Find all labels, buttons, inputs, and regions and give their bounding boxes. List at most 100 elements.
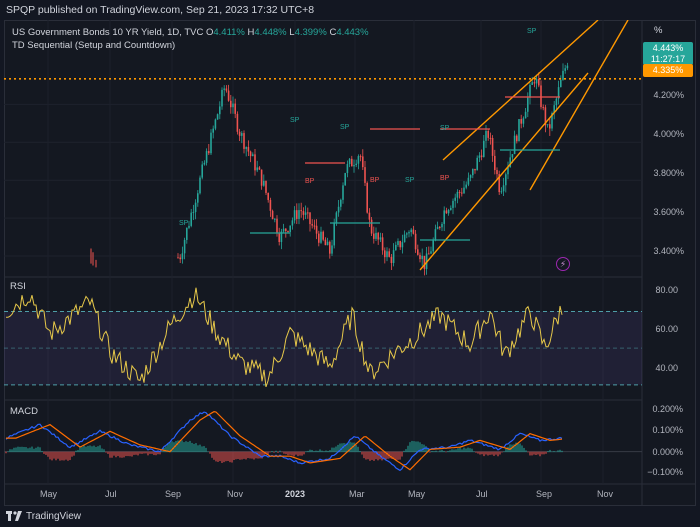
macd-histogram-bar — [67, 451, 69, 461]
macd-histogram-bar — [343, 443, 345, 453]
candle-body — [278, 233, 280, 243]
lightning-icon[interactable]: ⚡ — [556, 257, 570, 271]
candle-body — [212, 128, 214, 133]
candle-body — [254, 154, 256, 171]
candle-body — [181, 253, 184, 260]
macd-histogram-bar — [491, 451, 493, 455]
candle-body — [557, 87, 560, 99]
macd-histogram-bar — [419, 442, 421, 453]
candle-body — [436, 226, 439, 230]
macd-histogram-bar — [375, 451, 377, 460]
macd-histogram-bar — [397, 451, 399, 460]
macd-histogram-bar — [393, 451, 395, 459]
candle-body — [205, 151, 208, 163]
macd-histogram-bar — [415, 441, 417, 453]
candle-body — [564, 68, 566, 71]
candle-body — [335, 212, 338, 224]
macd-histogram-bar — [523, 447, 525, 453]
macd-histogram-bar — [79, 446, 81, 453]
rsi-line — [5, 287, 563, 388]
macd-histogram-bar — [287, 451, 289, 456]
price-tick: 4.200% — [653, 90, 684, 100]
macd-histogram-bar — [45, 451, 47, 455]
macd-histogram-bar — [401, 451, 403, 457]
candle-body — [219, 106, 221, 115]
macd-histogram-bar — [207, 451, 209, 453]
macd-histogram-bar — [489, 451, 491, 455]
candle-body — [249, 151, 252, 157]
symbol-line[interactable]: US Government Bonds 10 YR Yield, 1D, TVC — [12, 27, 204, 38]
candle-body — [487, 130, 489, 138]
macd-histogram-bar — [495, 451, 497, 455]
candle-body — [364, 167, 366, 183]
candle-body — [276, 218, 278, 234]
macd-histogram-bar — [255, 451, 257, 459]
macd-histogram-bar — [147, 451, 149, 456]
candle-body — [291, 220, 294, 226]
candle-body — [544, 107, 547, 126]
candle-body — [287, 230, 289, 233]
macd-histogram-bar — [403, 450, 405, 453]
macd-histogram-bar — [203, 446, 205, 453]
macd-histogram-bar — [133, 451, 135, 455]
indicator-label[interactable]: TD Sequential (Setup and Countdown) — [12, 40, 176, 51]
macd-histogram-bar — [509, 444, 511, 453]
candle-body — [452, 200, 454, 208]
candle-body — [271, 210, 274, 220]
macd-histogram-bar — [513, 444, 515, 453]
macd-histogram-bar — [27, 448, 29, 453]
candle-body — [340, 199, 342, 207]
candle-body — [351, 158, 353, 167]
macd-histogram-bar — [451, 449, 453, 453]
candle-body — [443, 210, 445, 224]
macd-histogram-bar — [561, 450, 563, 453]
macd-histogram-bar — [269, 451, 271, 453]
candle-body — [201, 164, 203, 178]
candle-body — [326, 241, 329, 246]
macd-histogram-bar — [485, 451, 487, 455]
macd-histogram-bar — [439, 450, 441, 453]
macd-histogram-bar — [121, 451, 123, 458]
macd-histogram-bar — [515, 442, 517, 453]
candle-body — [421, 255, 423, 260]
macd-histogram-bar — [85, 446, 87, 453]
macd-histogram-bar — [211, 451, 213, 458]
macd-histogram-bar — [115, 451, 117, 458]
candle-body — [520, 119, 522, 124]
macd-histogram-bar — [25, 447, 27, 453]
high-value: 4.448% — [254, 27, 287, 38]
candle-body — [318, 233, 320, 243]
macd-histogram-bar — [365, 451, 367, 460]
candle-body — [375, 232, 377, 239]
rsi-pane-label[interactable]: RSI — [10, 281, 26, 292]
macd-histogram-bar — [551, 451, 553, 453]
candle-body — [208, 151, 210, 154]
candle-body — [423, 255, 426, 270]
candle-body — [357, 156, 360, 164]
macd-histogram-bar — [107, 451, 109, 454]
macd-histogram-bar — [199, 444, 201, 453]
macd-histogram-bar — [433, 451, 435, 453]
macd-histogram-bar — [55, 451, 57, 461]
rsi-tick: 80.00 — [655, 285, 678, 295]
macd-histogram-bar — [187, 441, 189, 453]
macd-histogram-bar — [135, 451, 137, 455]
candle-body — [463, 187, 465, 194]
channel-upper-line — [442, 20, 599, 161]
macd-histogram-bar — [333, 447, 335, 453]
candle-body — [216, 114, 219, 120]
macd-histogram-bar — [209, 451, 211, 454]
candle-body — [230, 100, 232, 108]
macd-histogram-bar — [427, 448, 429, 453]
channel-lower-line — [419, 72, 589, 271]
macd-histogram-bar — [481, 451, 483, 455]
macd-histogram-bar — [39, 447, 41, 453]
td-signal-marker: BP — [305, 178, 315, 185]
chart-canvas[interactable]: SP SP SP SP SP SP BP BP BP — [0, 20, 700, 506]
candle-body — [529, 84, 531, 98]
candle-body — [412, 229, 415, 234]
macd-histogram-bar — [137, 451, 139, 456]
macd-pane-label[interactable]: MACD — [10, 406, 38, 417]
td-signal-marker: BP — [370, 177, 380, 184]
price-unit-label[interactable]: % — [654, 25, 663, 36]
